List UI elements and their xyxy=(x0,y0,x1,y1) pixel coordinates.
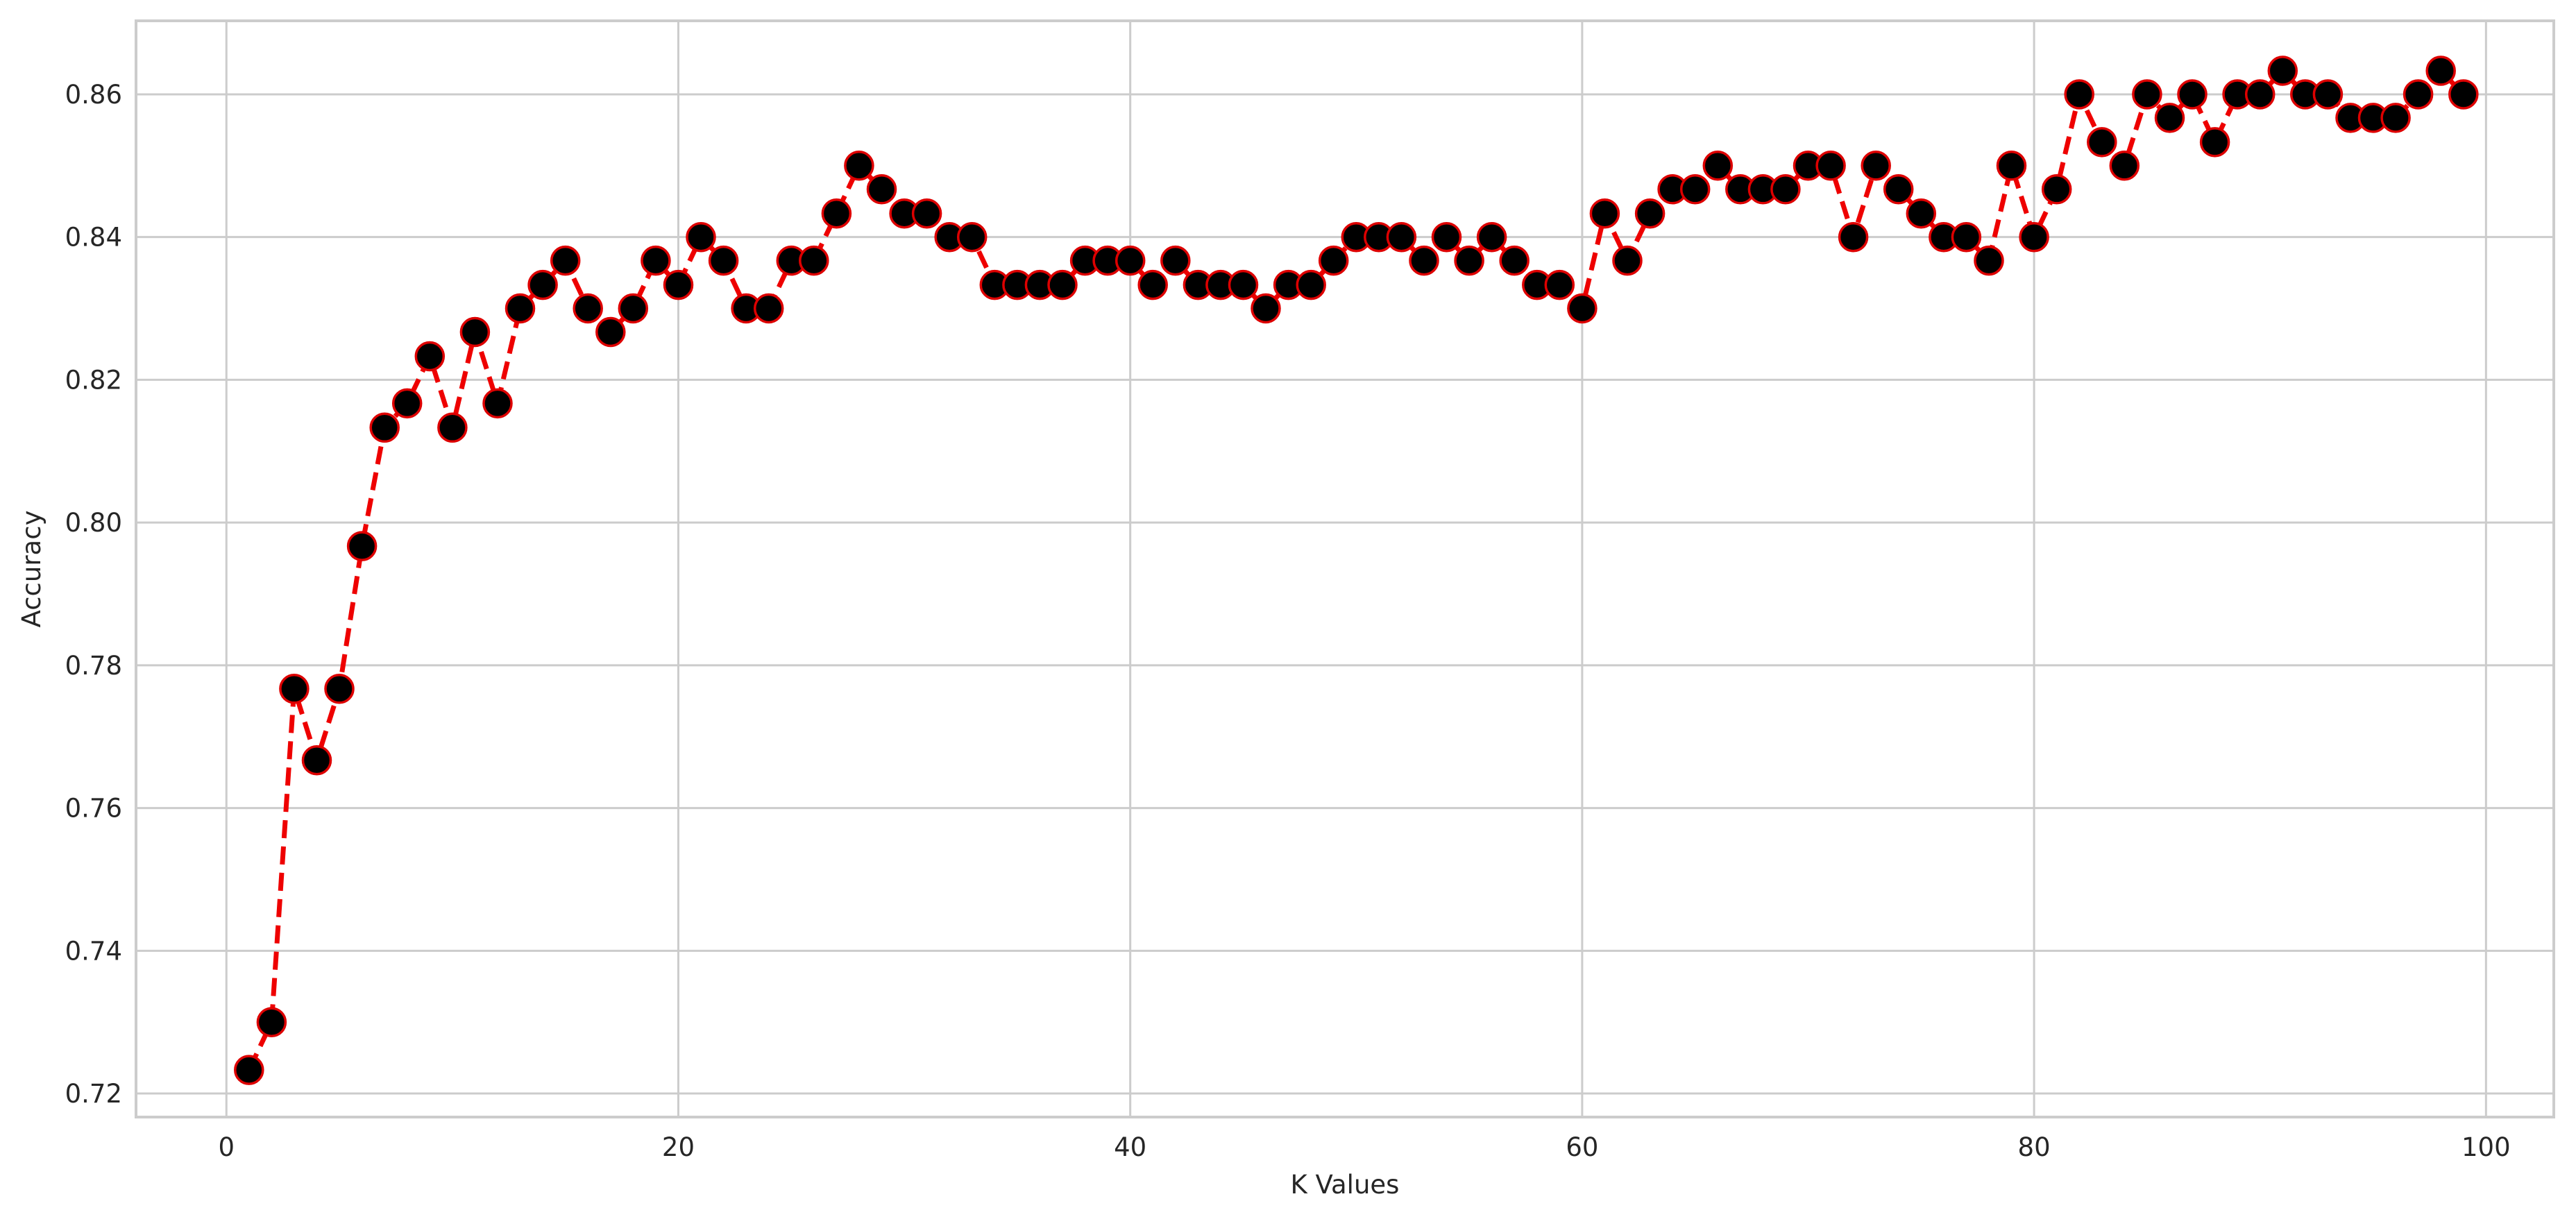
data-point xyxy=(2154,103,2185,133)
y-tick-label: 0.84 xyxy=(65,223,122,253)
data-point xyxy=(2403,79,2434,110)
data-point xyxy=(1634,198,1666,229)
data-point xyxy=(1679,174,1711,205)
data-point xyxy=(2448,79,2479,110)
data-point xyxy=(1228,269,1259,300)
data-point xyxy=(821,198,852,229)
y-tick-label: 0.80 xyxy=(65,508,122,538)
y-tick-label: 0.86 xyxy=(65,80,122,110)
data-point xyxy=(686,221,716,253)
x-tick-label: 40 xyxy=(1114,1132,1146,1162)
data-point xyxy=(799,245,829,276)
data-point xyxy=(1386,221,1417,253)
x-tick-labels: 0 20 40 60 80 100 xyxy=(218,1132,2510,1162)
data-point xyxy=(1612,245,1643,276)
data-point xyxy=(2312,79,2344,110)
data-point xyxy=(1544,269,1575,300)
data-point xyxy=(256,1007,287,1037)
x-tick-label: 0 xyxy=(218,1132,235,1162)
y-tick-label: 0.82 xyxy=(65,365,122,395)
data-point xyxy=(1454,245,1484,276)
data-point xyxy=(573,293,603,324)
x-tick-label: 60 xyxy=(1566,1132,1598,1162)
y-tick-label: 0.76 xyxy=(65,794,122,824)
data-point xyxy=(1047,269,1078,300)
accuracy-markers xyxy=(234,56,2479,1085)
data-point xyxy=(1409,245,1439,276)
data-point xyxy=(459,316,491,348)
data-point xyxy=(2425,56,2456,86)
data-point xyxy=(482,388,513,419)
data-point xyxy=(2132,79,2162,110)
data-point xyxy=(956,221,988,253)
data-point xyxy=(1770,174,1801,205)
data-point xyxy=(1702,151,1734,181)
y-tick-label: 0.74 xyxy=(65,936,122,966)
data-point xyxy=(505,293,536,324)
x-tick-label: 80 xyxy=(2018,1132,2051,1162)
data-point xyxy=(1476,221,1507,253)
data-point xyxy=(1296,269,1326,300)
data-point xyxy=(369,412,400,443)
data-point xyxy=(1137,269,1168,300)
data-point xyxy=(527,269,558,300)
data-point xyxy=(1160,245,1191,276)
data-point xyxy=(1115,245,1146,276)
x-tick-label: 100 xyxy=(2461,1132,2511,1162)
data-point xyxy=(1815,151,1846,181)
data-point xyxy=(911,198,942,229)
data-point xyxy=(708,245,739,276)
data-point xyxy=(2109,151,2140,181)
x-tick-label: 20 xyxy=(662,1132,695,1162)
y-tick-labels: 0.72 0.74 0.76 0.78 0.80 0.82 0.84 0.86 xyxy=(65,80,122,1109)
data-point xyxy=(1996,151,2027,181)
data-point xyxy=(1906,198,1937,229)
data-point xyxy=(346,531,378,561)
data-point xyxy=(1838,221,1869,253)
data-point xyxy=(2267,56,2298,86)
data-point xyxy=(391,388,423,419)
data-point xyxy=(1567,293,1598,324)
data-point xyxy=(234,1055,264,1085)
data-point xyxy=(866,174,897,205)
data-point xyxy=(2380,103,2411,133)
data-point xyxy=(663,269,694,300)
data-point xyxy=(1499,245,1530,276)
data-point xyxy=(2199,127,2230,157)
x-axis-label: K Values xyxy=(1291,1170,1400,1200)
data-point xyxy=(2177,79,2208,110)
y-tick-label: 0.78 xyxy=(65,651,122,681)
y-axis-label: Accuracy xyxy=(17,511,46,628)
data-point xyxy=(550,245,581,276)
data-point xyxy=(2064,79,2094,110)
data-point xyxy=(1974,245,2004,276)
data-point xyxy=(618,293,649,324)
data-point xyxy=(595,316,626,348)
data-point xyxy=(2041,174,2072,205)
data-point xyxy=(324,674,355,704)
plot-frame xyxy=(135,19,2555,1118)
data-point xyxy=(1318,245,1349,276)
data-point xyxy=(1951,221,1982,253)
data-point xyxy=(2244,79,2276,110)
data-point xyxy=(301,744,332,776)
data-point xyxy=(2019,221,2049,253)
data-point xyxy=(1589,198,1620,229)
data-point xyxy=(844,151,874,181)
data-point xyxy=(1251,293,1281,324)
y-tick-label: 0.72 xyxy=(65,1079,122,1109)
data-point xyxy=(414,341,446,372)
data-point xyxy=(1883,174,1914,205)
data-point xyxy=(753,293,784,324)
data-point xyxy=(641,245,671,276)
data-point xyxy=(1431,221,1462,253)
data-point xyxy=(2087,127,2117,157)
data-point xyxy=(279,674,310,704)
data-point xyxy=(437,412,468,443)
data-point xyxy=(1861,151,1891,181)
